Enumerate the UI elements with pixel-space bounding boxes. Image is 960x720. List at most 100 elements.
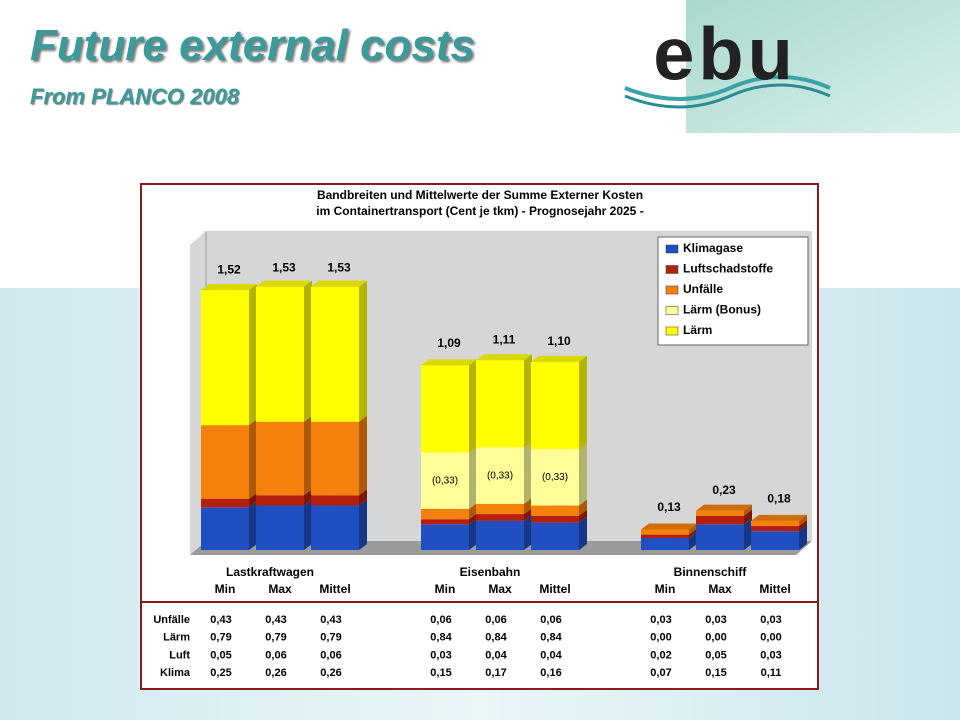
bar-segment (696, 524, 744, 550)
table-cell: 0,43 (210, 614, 231, 626)
bar-side (249, 284, 257, 426)
table-cell: 0,04 (485, 649, 507, 661)
bar-segment (421, 524, 469, 550)
bar-side (249, 492, 257, 508)
table-cell: 0,05 (705, 649, 726, 661)
legend-swatch (665, 244, 679, 254)
table-cell: 0,15 (430, 667, 451, 679)
bar-segment (696, 510, 744, 516)
bar-segment (256, 505, 304, 550)
table-cell: 0,02 (650, 649, 671, 661)
table-cell: 0,04 (540, 649, 562, 661)
bar-top (201, 284, 257, 291)
bar-side (524, 508, 532, 521)
bar-side (744, 518, 752, 550)
bar-segment (476, 520, 524, 550)
legend-swatch (665, 265, 679, 274)
bar-segment (531, 361, 579, 450)
table-cell: 0,03 (705, 614, 726, 626)
bar-side (799, 514, 807, 527)
bar-segment (256, 495, 304, 506)
table-cell: 0,06 (265, 649, 286, 661)
legend-label: Lärm (Bonus) (683, 303, 761, 317)
bar-side (304, 280, 312, 422)
table-cell: 0,25 (210, 667, 231, 679)
x-tick-label: Max (488, 582, 512, 596)
bar-top (476, 354, 532, 361)
bar-segment (421, 508, 469, 520)
total-label: 0,23 (712, 483, 736, 497)
bar-segment (201, 425, 249, 499)
table-cell: 0,43 (265, 614, 286, 626)
bar-top (311, 280, 367, 287)
legend-swatch (665, 285, 679, 295)
total-label: 1,53 (327, 261, 351, 275)
bar-side (469, 502, 477, 520)
slide-title: Future external costs (30, 21, 476, 70)
bar-segment (476, 503, 524, 515)
segment-label: (0,33) (542, 472, 568, 483)
table-cell: 0,00 (760, 632, 781, 644)
bar-side (579, 443, 587, 506)
bar-segment (751, 526, 799, 532)
bar-side (799, 520, 807, 532)
bar-top (256, 280, 312, 287)
bar-segment (311, 505, 359, 550)
chart-title: im Containertransport (Cent je tkm) - Pr… (316, 204, 643, 218)
bar-segment (311, 286, 359, 422)
table-cell: 0,07 (650, 667, 671, 679)
table-row-label: Klima (160, 667, 191, 679)
total-label: 0,13 (657, 500, 681, 514)
legend-swatch (665, 306, 679, 315)
bar-side (469, 513, 477, 525)
table-cell: 0,79 (320, 632, 341, 644)
table-cell: 0,26 (265, 667, 286, 679)
total-label: 1,53 (272, 261, 296, 275)
bar-top (641, 523, 697, 530)
bar-side (689, 523, 697, 535)
bar-side (304, 499, 312, 550)
bar-top (531, 355, 587, 362)
legend: Klimagase Luftschadstoffe Unfälle Lärm (Bon… (657, 236, 809, 346)
x-tick-label: Min (215, 582, 236, 596)
table-cell: 0,79 (210, 632, 231, 644)
bar-top (421, 359, 477, 366)
bar-side (524, 441, 532, 504)
x-tick-label: Min (655, 582, 676, 596)
logo: ebu (653, 13, 797, 96)
bar-side (579, 355, 587, 450)
bar-side (524, 354, 532, 448)
bar-side (689, 528, 697, 539)
x-tick-label: Mittel (319, 582, 350, 596)
bar-segment (201, 498, 249, 508)
bar-segment (421, 365, 469, 453)
table-cell: 0,03 (760, 614, 781, 626)
table-cell: 0,16 (540, 667, 561, 679)
table-row-label: Luft (169, 649, 190, 661)
bar-segment (311, 421, 359, 496)
table-cell: 0,15 (705, 667, 726, 679)
x-tick-label: Mittel (539, 582, 570, 596)
bar-side (249, 419, 257, 499)
bar-segment (641, 529, 689, 535)
bar-segment (256, 286, 304, 422)
total-label: 1,10 (547, 334, 571, 348)
bar-segment (641, 538, 689, 550)
bar-side (579, 516, 587, 550)
bar-side (744, 509, 752, 525)
bar-side (359, 489, 367, 506)
bar-segment (476, 360, 524, 448)
group-label: Lastkraftwagen (226, 565, 314, 579)
bar-side (304, 415, 312, 496)
bar-segment (476, 447, 524, 504)
bar-segment (531, 522, 579, 550)
legend-swatch (665, 326, 679, 336)
table-cell: 0,05 (210, 649, 231, 661)
bar-segment (421, 452, 469, 509)
x-tick-label: Max (708, 582, 732, 596)
table-cell: 0,00 (650, 632, 671, 644)
bar-segment (641, 534, 689, 539)
bar-segment (751, 531, 799, 550)
table-cell: 0,11 (761, 667, 782, 679)
bar-side (579, 499, 587, 516)
